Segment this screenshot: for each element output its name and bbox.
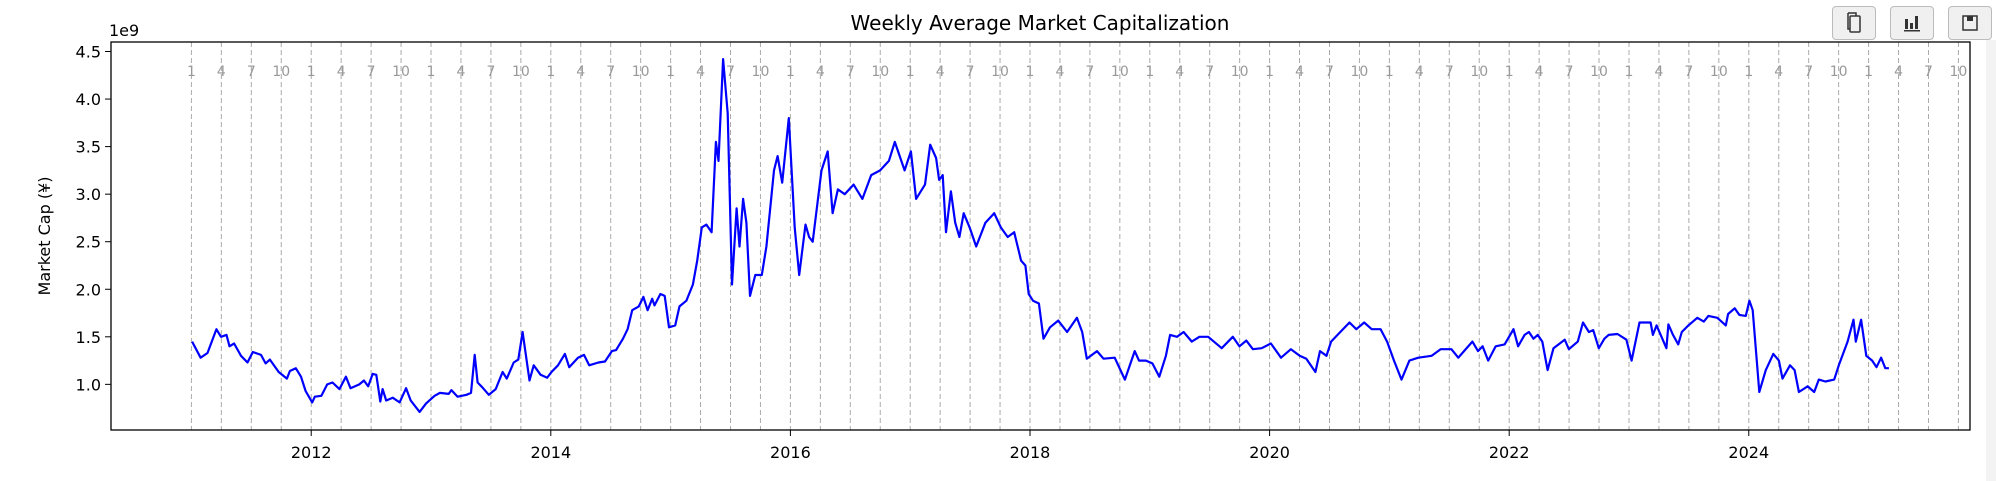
month-marker-label: 4: [1535, 64, 1544, 80]
y-tick-label: 1.5: [76, 328, 101, 347]
axes-frame: [110, 41, 1971, 431]
right-edge-strip: [1986, 40, 1996, 481]
month-marker-label: 7: [1565, 64, 1574, 80]
month-marker-label: 1: [1385, 64, 1394, 80]
month-marker-label: 7: [1445, 64, 1454, 80]
series-line: [191, 58, 1889, 413]
month-marker-lines: [190, 42, 1959, 430]
month-marker-label: 4: [1894, 64, 1903, 80]
x-tick-label: 2012: [291, 443, 332, 462]
month-marker-label: 10: [632, 64, 650, 80]
month-marker-label: 10: [512, 64, 530, 80]
chart-toolbar: [1832, 6, 1992, 40]
y-tick-label: 2.0: [76, 280, 101, 299]
month-marker-label: 4: [1654, 64, 1663, 80]
month-marker-label: 10: [991, 64, 1009, 80]
y-axis-label: Market Cap (¥): [35, 177, 54, 296]
month-marker-label: 7: [726, 64, 735, 80]
y-tick-label: 3.5: [76, 138, 101, 157]
month-marker-label: 4: [1774, 64, 1783, 80]
month-marker-label: 10: [392, 64, 410, 80]
month-marker-label: 1: [1265, 64, 1274, 80]
month-marker-label: 1: [906, 64, 915, 80]
month-marker-label: 1: [187, 64, 196, 80]
y-tick-label: 1.0: [76, 375, 101, 394]
y-tick-label: 2.5: [76, 233, 101, 252]
month-marker-label: 4: [576, 64, 585, 80]
month-marker-label: 7: [1325, 64, 1334, 80]
floppy-disk-icon: [1962, 15, 1978, 31]
month-marker-label: 7: [1804, 64, 1813, 80]
month-marker-label: 10: [272, 64, 290, 80]
month-marker-label: 1: [427, 64, 436, 80]
month-marker-label: 4: [1415, 64, 1424, 80]
x-tick-label: 2016: [770, 443, 811, 462]
month-marker-label: 10: [1830, 64, 1848, 80]
month-marker-label: 1: [1145, 64, 1154, 80]
copy-icon: [1847, 12, 1861, 33]
month-marker-label: 4: [936, 64, 945, 80]
month-marker-label: 10: [1710, 64, 1728, 80]
month-marker-label: 7: [1205, 64, 1214, 80]
month-marker-label: 4: [1175, 64, 1184, 80]
month-marker-label: 7: [606, 64, 615, 80]
month-marker-label: 4: [456, 64, 465, 80]
month-marker-label: 10: [1470, 64, 1488, 80]
y-axis-ticks: 1.0 1.5 2.0 2.5 3.0 3.5 4.0 4.5: [76, 43, 111, 394]
x-tick-label: 2018: [1010, 443, 1051, 462]
month-marker-label: 7: [486, 64, 495, 80]
y-offset-label: 1e9: [109, 21, 139, 40]
month-marker-label: 10: [1950, 64, 1968, 80]
month-marker-label: 1: [1026, 64, 1035, 80]
chart-button[interactable]: [1890, 6, 1934, 40]
month-marker-label: 7: [247, 64, 256, 80]
month-marker-label: 7: [966, 64, 975, 80]
x-tick-label: 2024: [1728, 443, 1769, 462]
month-marker-label: 1: [666, 64, 675, 80]
month-marker-label: 7: [367, 64, 376, 80]
month-marker-label: 10: [1231, 64, 1249, 80]
month-marker-label: 10: [1111, 64, 1129, 80]
month-marker-label: 1: [1625, 64, 1634, 80]
month-marker-label: 4: [696, 64, 705, 80]
y-tick-label: 3.0: [76, 185, 101, 204]
bar-chart-icon: [1904, 16, 1920, 32]
month-marker-labels: 1 4 7 10 1 4 7 10 1 4 7 10 1 4 7 10 1 4 7 10 1 4 7 10 1 4 7 10 1 4 7 10…: [187, 64, 1967, 80]
chart-title: Weekly Average Market Capitalization: [851, 11, 1230, 35]
copy-button[interactable]: [1832, 6, 1876, 40]
y-tick-label: 4.0: [76, 90, 101, 109]
month-marker-label: 4: [1295, 64, 1304, 80]
month-marker-label: 7: [1085, 64, 1094, 80]
x-tick-label: 2022: [1489, 443, 1530, 462]
month-marker-label: 1: [1505, 64, 1514, 80]
x-tick-label: 2020: [1249, 443, 1290, 462]
y-tick-label: 4.5: [76, 43, 101, 62]
month-marker-label: 10: [871, 64, 889, 80]
month-marker-label: 4: [816, 64, 825, 80]
x-tick-label: 2014: [530, 443, 571, 462]
month-marker-label: 1: [307, 64, 316, 80]
month-marker-label: 4: [1055, 64, 1064, 80]
month-marker-label: 1: [786, 64, 795, 80]
month-marker-label: 10: [1351, 64, 1369, 80]
month-marker-label: 7: [846, 64, 855, 80]
month-marker-label: 10: [752, 64, 770, 80]
month-marker-label: 1: [1864, 64, 1873, 80]
x-axis-ticks: 2012 2014 2016 2018 2020 2022 2024: [291, 430, 1769, 462]
month-marker-label: 10: [1590, 64, 1608, 80]
month-marker-label: 4: [337, 64, 346, 80]
month-marker-label: 1: [1744, 64, 1753, 80]
save-button[interactable]: [1948, 6, 1992, 40]
month-marker-label: 7: [1924, 64, 1933, 80]
month-marker-label: 4: [217, 64, 226, 80]
month-marker-label: 1: [546, 64, 555, 80]
month-marker-label: 7: [1684, 64, 1693, 80]
